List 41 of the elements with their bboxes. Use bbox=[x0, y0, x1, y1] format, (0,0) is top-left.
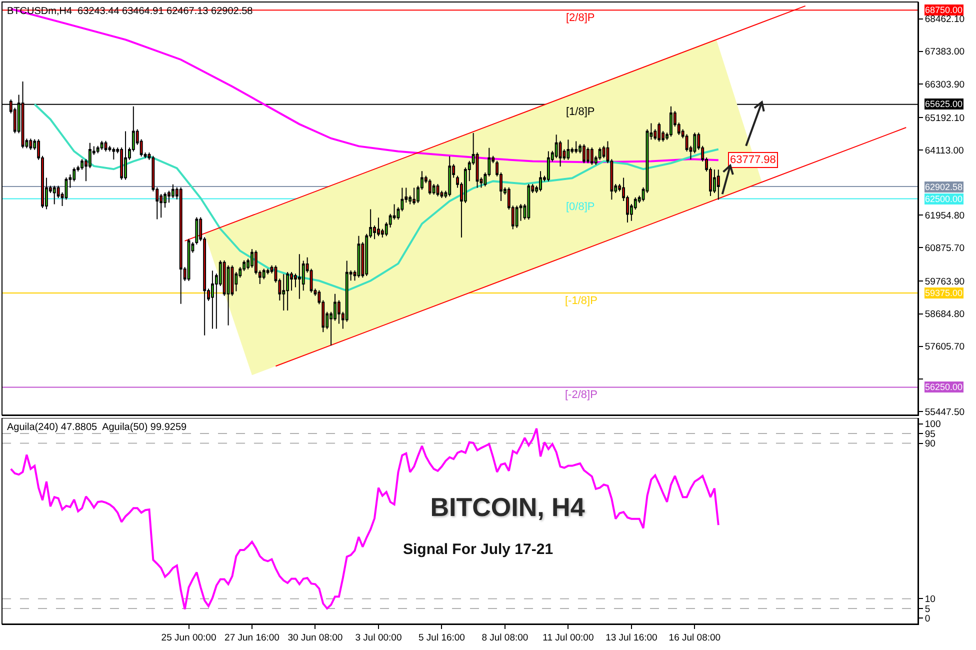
y-tick-label: 5 bbox=[924, 604, 930, 615]
x-tick-label: 27 Jun 16:00 bbox=[224, 632, 280, 644]
ref-line-label: [2/8]P bbox=[566, 12, 595, 24]
annotation: 63777.98 bbox=[730, 154, 776, 166]
text: Signal For July 17-21 bbox=[403, 541, 554, 558]
y-tick-label: 56250.00 bbox=[925, 382, 963, 392]
y-tick-label: 58684.80 bbox=[924, 309, 965, 320]
y-tick-label: 62902.58 bbox=[925, 182, 963, 192]
y-tick-label: 57605.70 bbox=[924, 342, 965, 353]
ref-line-label: [-1/8]P bbox=[565, 295, 598, 307]
y-tick-label: 68462.10 bbox=[924, 14, 965, 26]
y-tick-label: 65625.00 bbox=[925, 99, 963, 109]
y-tick-label: 61954.80 bbox=[924, 210, 965, 222]
ref-line-label: [-2/8]P bbox=[565, 389, 598, 401]
x-tick-label: 25 Jun 00:00 bbox=[161, 632, 216, 644]
x-tick-label: 30 Jun 08:00 bbox=[288, 632, 343, 644]
y-tick-label: 60875.70 bbox=[924, 243, 965, 254]
y-tick-label: 55447.50 bbox=[924, 406, 965, 418]
y-tick-label: 0 bbox=[924, 613, 930, 624]
y-tick-label: 66303.90 bbox=[924, 79, 965, 90]
y-tick-label: 59763.90 bbox=[924, 276, 965, 288]
y-tick-label: 62500.00 bbox=[925, 194, 963, 204]
y-tick-label: 90 bbox=[924, 438, 936, 450]
y-tick-label: 67383.00 bbox=[924, 46, 965, 58]
x-tick-label: 8 Jul 08:00 bbox=[482, 632, 528, 644]
ref-line-label: [0/8]P bbox=[566, 201, 595, 213]
annotation: Aguila(240) 47.8805 Aguila(50) 99.9259 bbox=[7, 422, 188, 433]
y-tick-label: 10 bbox=[924, 594, 936, 606]
x-tick-label: 16 Jul 08:00 bbox=[668, 632, 721, 644]
x-tick-label: 3 Jul 00:00 bbox=[355, 632, 402, 644]
y-tick-label: 59375.00 bbox=[925, 288, 963, 298]
text: BITCOIN, H4 bbox=[430, 492, 586, 522]
y-tick-label: 65192.10 bbox=[924, 112, 965, 124]
y-tick-label: 100 bbox=[924, 419, 941, 430]
x-tick-label: 11 Jul 00:00 bbox=[542, 632, 594, 644]
x-tick-label: 13 Jul 16:00 bbox=[606, 632, 658, 644]
y-tick-label: 64113.00 bbox=[924, 145, 964, 156]
y-tick-label: 95 bbox=[924, 428, 936, 440]
x-tick-label: 5 Jul 16:00 bbox=[418, 632, 465, 644]
ref-line-label: [1/8]P bbox=[566, 106, 595, 118]
y-tick-label: 68750.00 bbox=[925, 5, 963, 15]
